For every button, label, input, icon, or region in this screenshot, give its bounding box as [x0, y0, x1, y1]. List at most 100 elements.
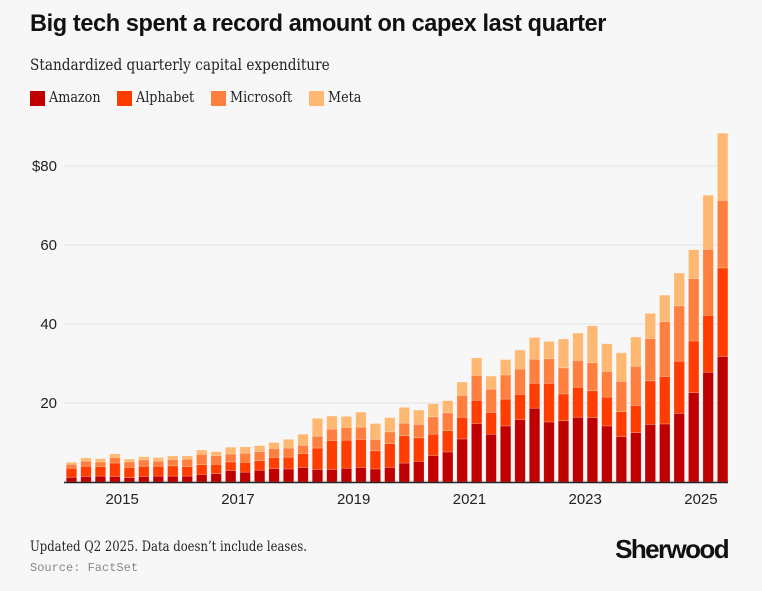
- bar-segment-meta: [268, 442, 280, 449]
- bar-segment-microsoft: [225, 453, 237, 463]
- bar-stack: [586, 325, 598, 483]
- bar-segment-amazon: [398, 462, 410, 483]
- bar-segment-amazon: [326, 469, 338, 483]
- bar-segment-amazon: [442, 451, 454, 483]
- bar-segment-microsoft: [181, 458, 193, 467]
- bar-segment-microsoft: [65, 463, 78, 469]
- bar-segment-microsoft: [123, 461, 135, 468]
- bar-stack: [239, 446, 251, 483]
- bar-segment-amazon: [601, 425, 613, 483]
- bar-segment-amazon: [123, 477, 135, 483]
- bar-segment-meta: [65, 461, 78, 465]
- bar-segment-meta: [471, 357, 483, 376]
- bar-segment-microsoft: [80, 460, 92, 467]
- y-tick-label: $80: [32, 158, 57, 175]
- legend-label-meta: Meta: [328, 90, 362, 106]
- bar-segment-alphabet: [702, 315, 714, 373]
- bar-segment-meta: [673, 272, 685, 307]
- legend-item-microsoft: Microsoft: [210, 90, 301, 106]
- bar-segment-amazon: [65, 476, 78, 483]
- bar-stack: [268, 442, 280, 483]
- bar-segment-alphabet: [123, 467, 135, 478]
- bar-segment-meta: [615, 352, 627, 382]
- bar-segment-meta: [688, 249, 700, 279]
- bar-segment-microsoft: [167, 459, 179, 467]
- bar-segment-alphabet: [384, 443, 396, 468]
- x-tick-label: 2019: [337, 491, 370, 508]
- bar-stack: [384, 417, 396, 483]
- bar-segment-meta: [340, 416, 352, 428]
- bar-segment-amazon: [225, 470, 237, 483]
- bar-stack: [471, 357, 483, 483]
- bar-stack: [717, 132, 729, 483]
- bar-stack: [485, 375, 497, 483]
- bar-segment-amazon: [543, 421, 555, 483]
- bar-segment-amazon: [659, 423, 671, 483]
- bar-segment-amazon: [210, 473, 222, 483]
- bar-segment-meta: [717, 132, 729, 201]
- bar-segment-meta: [311, 418, 324, 437]
- bar-stack: [210, 451, 222, 483]
- bar-stack: [282, 439, 295, 483]
- bar-segment-meta: [326, 415, 338, 430]
- bar-segment-meta: [413, 409, 425, 425]
- bar-segment-microsoft: [485, 388, 497, 413]
- bar-segment-microsoft: [311, 435, 324, 449]
- x-tick-label: 2023: [568, 491, 601, 508]
- bar-segment-meta: [138, 456, 150, 461]
- bar-segment-alphabet: [297, 453, 309, 468]
- bar-segment-alphabet: [659, 376, 671, 425]
- bar-stack: [355, 411, 367, 483]
- bar-segment-alphabet: [514, 394, 526, 420]
- bar-segment-microsoft: [282, 447, 295, 458]
- bar-stack: [456, 381, 468, 483]
- bar-segment-meta: [167, 455, 179, 460]
- bar-stack: [167, 455, 179, 483]
- bar-stack: [94, 458, 106, 483]
- bar-segment-amazon: [167, 475, 179, 483]
- bar-segment-meta: [427, 403, 439, 418]
- bar-segment-amazon: [514, 419, 526, 483]
- bar-stack: [659, 294, 671, 483]
- bar-stack: [630, 336, 642, 483]
- chart-subtitle: Standardized quarterly capital expenditu…: [30, 56, 330, 74]
- bar-segment-meta: [109, 453, 121, 458]
- bar-segment-meta: [442, 400, 454, 414]
- y-axis-ticks: 20 40 60 $80: [32, 158, 57, 412]
- brand-logo: Sherwood: [615, 534, 729, 564]
- x-tick-label: 2025: [684, 491, 717, 508]
- bar-stack: [225, 446, 237, 483]
- bar-segment-microsoft: [94, 461, 106, 467]
- legend-swatch-microsoft: [210, 90, 226, 106]
- bar-segment-alphabet: [601, 396, 613, 427]
- bar-segment-amazon: [239, 471, 251, 483]
- bar-segment-microsoft: [340, 427, 352, 441]
- bar-segment-amazon: [311, 469, 324, 483]
- bar-segment-alphabet: [485, 412, 497, 435]
- bar-segment-amazon: [427, 455, 439, 483]
- bar-segment-alphabet: [65, 467, 78, 478]
- bar-segment-meta: [369, 423, 381, 440]
- bar-segment-alphabet: [152, 465, 164, 477]
- bar-segment-alphabet: [80, 465, 92, 477]
- bar-stack: [181, 455, 193, 483]
- bar-segment-microsoft: [586, 362, 598, 392]
- bar-segment-meta: [630, 336, 642, 367]
- bar-stack: [644, 313, 656, 483]
- bar-segment-amazon: [528, 407, 541, 483]
- legend-label-microsoft: Microsoft: [229, 90, 292, 106]
- bar-segment-alphabet: [369, 450, 381, 470]
- bar-segment-microsoft: [442, 412, 454, 431]
- bar-segment-meta: [528, 337, 541, 360]
- bar-stack: [138, 456, 150, 483]
- bar-segment-microsoft: [369, 439, 381, 452]
- bar-segment-alphabet: [688, 340, 700, 394]
- x-axis-ticks: 2015 2017 2019 2021 2023 2025: [105, 491, 717, 508]
- bar-segment-amazon: [673, 412, 685, 483]
- bar-stack: [123, 458, 135, 483]
- bar-segment-amazon: [254, 469, 266, 483]
- bar-segment-amazon: [717, 356, 729, 483]
- bar-segment-meta: [485, 375, 497, 390]
- bar-stack: [254, 445, 266, 483]
- bar-segment-microsoft: [152, 460, 164, 467]
